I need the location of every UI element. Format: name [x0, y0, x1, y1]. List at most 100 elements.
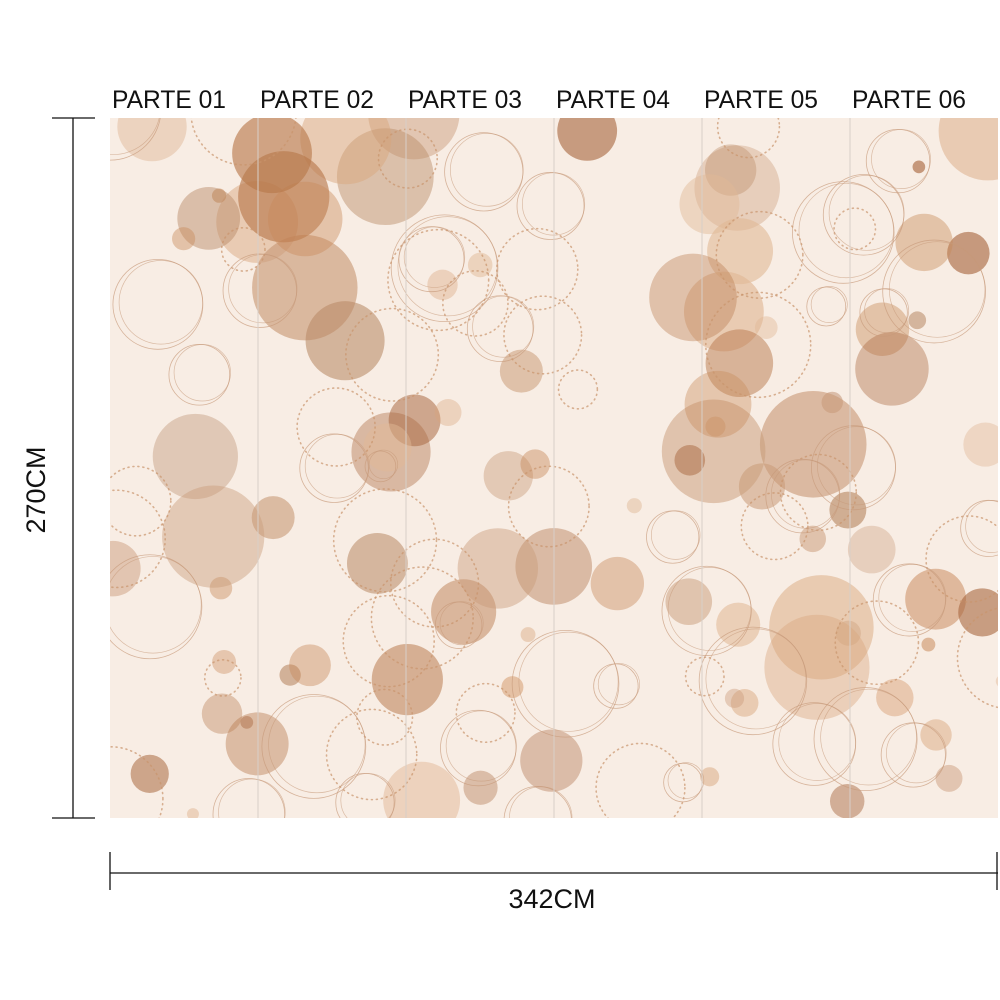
bubble: [912, 160, 926, 174]
bubble: [707, 218, 774, 285]
bubble: [759, 390, 867, 498]
bubble: [905, 568, 967, 630]
ring: [779, 453, 858, 532]
bubble: [152, 413, 238, 500]
bubble: [212, 650, 237, 674]
bubble: [117, 118, 187, 162]
bubble: [499, 349, 543, 393]
ring: [828, 174, 905, 251]
ring: [518, 631, 619, 732]
bubble: [829, 491, 867, 529]
bubble: [935, 764, 963, 792]
ring: [810, 286, 848, 323]
panel-label: PARTE 05: [704, 86, 818, 114]
ring: [110, 118, 161, 161]
bubble: [457, 528, 539, 609]
bubble: [201, 693, 243, 734]
bubble: [764, 614, 870, 720]
ring: [503, 786, 572, 818]
bubble: [557, 118, 618, 161]
ring: [871, 129, 931, 189]
ring: [110, 746, 164, 818]
ring: [965, 499, 998, 553]
bubble: [383, 761, 461, 818]
ring: [698, 626, 808, 736]
bubble: [694, 145, 780, 231]
ring: [509, 786, 573, 818]
ring: [765, 458, 840, 534]
ring: [390, 214, 499, 323]
ring: [118, 260, 204, 345]
ring: [650, 510, 701, 560]
ring: [834, 600, 920, 686]
bubble: [995, 676, 998, 687]
ring: [212, 778, 286, 818]
ring: [820, 688, 917, 786]
bubble: [626, 498, 642, 514]
ring: [716, 118, 781, 159]
ring: [455, 682, 516, 744]
bubble: [855, 332, 929, 406]
bubble: [130, 754, 169, 793]
ring: [389, 538, 480, 628]
panel-labels: PARTE 01 PARTE 02 PARTE 03 PARTE 04 PARTE 05…: [112, 86, 966, 114]
ring: [792, 181, 895, 284]
bubble: [279, 664, 301, 686]
ring: [356, 688, 414, 746]
ring: [342, 594, 435, 688]
ring: [296, 387, 376, 467]
ring: [806, 286, 847, 327]
bubble: [368, 118, 460, 160]
width-label: 342CM: [508, 884, 595, 914]
ring: [442, 270, 509, 337]
bubble: [177, 187, 241, 250]
ring: [449, 133, 524, 207]
bubble: [305, 301, 385, 381]
bubble: [240, 716, 254, 729]
ring: [704, 291, 812, 399]
ring: [511, 629, 620, 738]
ring: [370, 566, 474, 670]
ring: [667, 762, 705, 799]
bubble: [336, 128, 434, 225]
ring: [864, 288, 910, 334]
bubble: [730, 689, 759, 717]
ring: [925, 515, 998, 603]
panel-seams: [257, 118, 851, 818]
bubble: [483, 451, 533, 501]
ring: [261, 694, 367, 799]
bubble: [172, 227, 196, 251]
ring: [595, 742, 686, 818]
bubble: [251, 496, 295, 540]
ring: [325, 708, 418, 801]
bubble: [434, 399, 462, 426]
ring: [872, 563, 946, 637]
ring: [439, 601, 484, 646]
ring: [445, 710, 517, 782]
bubble: [649, 253, 737, 342]
bubble: [363, 423, 412, 472]
bubble: [769, 575, 874, 680]
ring: [833, 207, 877, 251]
bubble: [388, 394, 441, 447]
ring: [110, 554, 203, 660]
ring: [503, 295, 583, 375]
bubble: [963, 422, 998, 467]
ring: [816, 426, 896, 506]
bubble: [921, 637, 936, 652]
ring: [228, 254, 298, 324]
ring: [705, 628, 807, 730]
bubble: [186, 808, 199, 818]
panel-label: PARTE 04: [556, 86, 670, 114]
bubble: [684, 370, 752, 438]
bubble: [705, 144, 757, 196]
bubble: [958, 588, 998, 637]
bubble: [289, 644, 331, 687]
bubble: [520, 729, 583, 792]
bubble: [829, 784, 865, 818]
ring: [203, 659, 242, 697]
bubble: [427, 269, 458, 301]
bubble: [520, 449, 550, 479]
bubble: [225, 712, 289, 776]
